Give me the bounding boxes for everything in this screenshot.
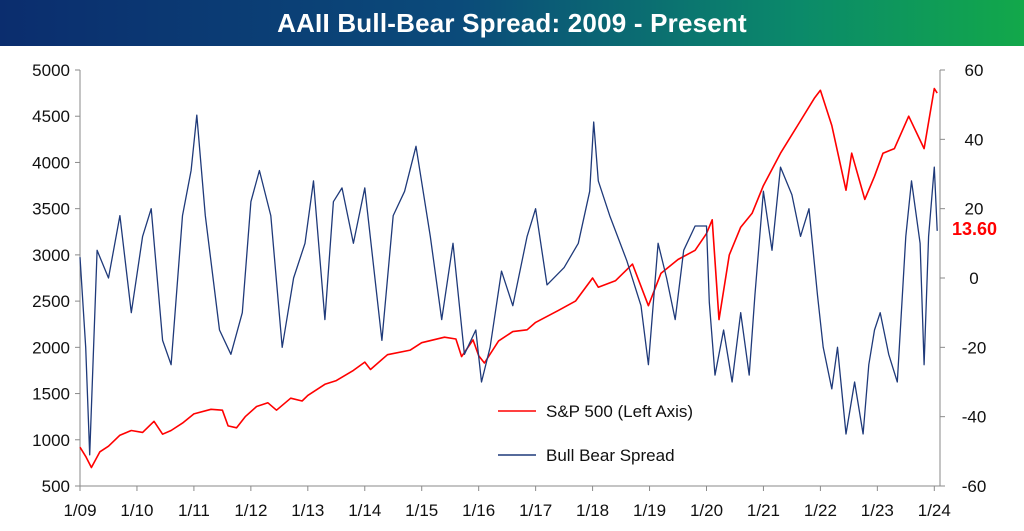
left-tick-label: 500 bbox=[42, 477, 70, 496]
x-tick-label: 1/21 bbox=[747, 501, 780, 520]
x-tick-label: 1/20 bbox=[690, 501, 723, 520]
bull-bear-spread-series-line bbox=[79, 114, 938, 456]
right-tick-label: 60 bbox=[965, 61, 984, 80]
x-tick-label: 1/09 bbox=[63, 501, 96, 520]
right-tick-label: -60 bbox=[962, 477, 987, 496]
left-tick-label: 2500 bbox=[32, 292, 70, 311]
x-tick-label: 1/17 bbox=[519, 501, 552, 520]
left-tick-label: 2000 bbox=[32, 338, 70, 357]
x-tick-label: 1/24 bbox=[918, 501, 951, 520]
left-tick-label: 1000 bbox=[32, 431, 70, 450]
left-tick-label: 1500 bbox=[32, 385, 70, 404]
right-tick-label: 0 bbox=[969, 269, 978, 288]
right-tick-label: 20 bbox=[965, 200, 984, 219]
x-tick-label: 1/12 bbox=[234, 501, 267, 520]
right-tick-label: 40 bbox=[965, 130, 984, 149]
x-tick-label: 1/19 bbox=[633, 501, 666, 520]
x-tick-label: 1/18 bbox=[576, 501, 609, 520]
legend-label-spread: Bull Bear Spread bbox=[546, 446, 675, 465]
x-tick-label: 1/13 bbox=[291, 501, 324, 520]
x-tick-label: 1/23 bbox=[861, 501, 894, 520]
chart-title: AAII Bull-Bear Spread: 2009 - Present bbox=[277, 7, 747, 38]
sp500-series-line bbox=[79, 87, 938, 469]
right-tick-label: -40 bbox=[962, 408, 987, 427]
left-tick-label: 4500 bbox=[32, 107, 70, 126]
chart-title-bar: AAII Bull-Bear Spread: 2009 - Present bbox=[0, 0, 1024, 46]
x-tick-label: 1/10 bbox=[120, 501, 153, 520]
right-tick-label: -20 bbox=[962, 338, 987, 357]
x-tick-label: 1/14 bbox=[348, 501, 381, 520]
left-tick-label: 5000 bbox=[32, 61, 70, 80]
x-tick-label: 1/15 bbox=[405, 501, 438, 520]
latest-value-label: 13.60 bbox=[952, 219, 997, 239]
x-tick-label: 1/22 bbox=[804, 501, 837, 520]
left-tick-label: 3500 bbox=[32, 200, 70, 219]
x-tick-label: 1/16 bbox=[462, 501, 495, 520]
legend-label-sp500: S&P 500 (Left Axis) bbox=[546, 402, 693, 421]
x-tick-label: 1/11 bbox=[178, 501, 210, 520]
left-tick-label: 3000 bbox=[32, 246, 70, 265]
left-tick-label: 4000 bbox=[32, 153, 70, 172]
